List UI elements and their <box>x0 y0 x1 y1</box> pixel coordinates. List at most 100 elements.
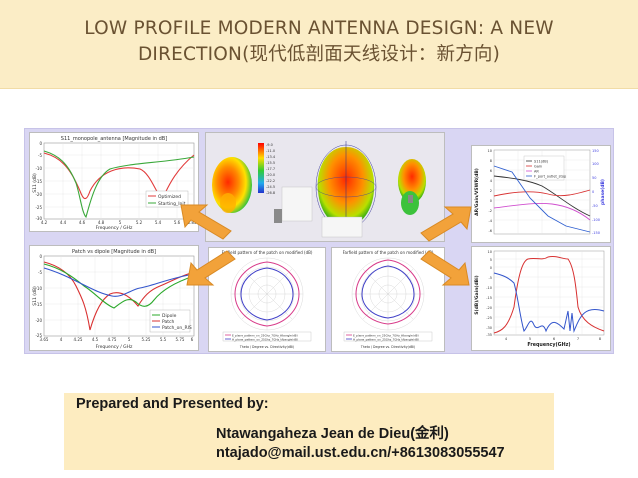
plot7-xlabel: Frequency(GHz) <box>527 342 570 348</box>
plot6-ytick-left: 2 <box>490 189 492 193</box>
plot6-legend-3: AR <box>534 170 539 174</box>
plot2-xtick: 6 <box>191 337 194 342</box>
plot2-ytick: 0 <box>39 254 42 259</box>
plot2-xtick: 5 <box>128 337 131 342</box>
plot1-xtick: 4.2 <box>41 220 48 225</box>
presented-by-heading: Prepared and Presented by: <box>76 396 269 412</box>
plot6-ytick-left: -2 <box>489 209 493 213</box>
plot1-xtick: 4.8 <box>98 220 105 225</box>
plot1-xlabel: Frequency / GHz <box>96 225 133 231</box>
plot1-legend-1: Optimized <box>158 194 181 200</box>
presenter-info-box: Prepared and Presented by: Ntawangaheza … <box>64 393 554 470</box>
plot1-xtick: 5.2 <box>136 220 143 225</box>
title-bar: LOW PROFILE MODERN ANTENNA DESIGN: A NEW… <box>0 0 638 89</box>
scale-value: -24.5 <box>266 185 275 189</box>
plot7-xtick: 8 <box>599 337 601 341</box>
plot7-xtick: 4 <box>505 337 508 341</box>
plot2-xtick: 4 <box>60 337 63 342</box>
plot2-xtick: 5.5 <box>160 337 167 342</box>
plot6-ytick-left: -6 <box>489 229 493 233</box>
scale-value: -26.8 <box>266 191 275 195</box>
plot2-xlabel: Frequency / GHz <box>96 344 133 350</box>
plot7-ytick: 5 <box>490 258 492 262</box>
plot6-ytick-right: 150 <box>592 149 599 153</box>
scale-value: -9.0 <box>266 143 273 147</box>
plot7-ytick: 10 <box>488 250 492 254</box>
plot2-legend-2: Patch <box>162 319 175 325</box>
scale-value: -15.5 <box>266 161 275 165</box>
plot1-ylabel: S11 (dB) <box>32 173 38 193</box>
plot2-title: Patch vs dipole [Magnitude in dB] <box>72 249 156 255</box>
plot6-ytick-left: 0 <box>490 199 492 203</box>
plot1-xtick: 5.4 <box>155 220 162 225</box>
scale-value: -20.0 <box>266 173 275 177</box>
plot2-ytick: -20 <box>35 318 42 323</box>
plot1-ytick: -20 <box>35 192 42 197</box>
plot4-title: Farfield pattern of the patch on modifie… <box>222 250 313 255</box>
arrow-up-left-icon <box>180 204 232 240</box>
plot7-xtick: 7 <box>577 337 579 341</box>
scale-value: -17.7 <box>266 167 275 171</box>
plot7-ytick: -10 <box>486 286 492 290</box>
plot6-legend-2: Gain <box>534 165 542 169</box>
plot2-xtick: 5.25 <box>142 337 151 342</box>
plot6-ytick-left: 10 <box>488 149 492 153</box>
plot2-legend-3: Patch_on_RIS <box>162 325 192 331</box>
plot1-ytick: -15 <box>35 179 42 184</box>
plot2-ytick: -5 <box>38 270 42 275</box>
plot6-ytick-right: 50 <box>592 176 596 180</box>
plot6-ytick-left: 8 <box>490 159 492 163</box>
plot7-ytick: -30 <box>486 326 492 330</box>
plot6-ytick-right: -50 <box>592 204 598 208</box>
plot7-ytick: -20 <box>486 306 492 310</box>
plot1-legend-2: Starting_Init <box>158 201 186 207</box>
scale-value: -22.2 <box>266 179 275 183</box>
plot6-ylabel-left: AR/Gain/VSWR(dB) <box>474 168 480 216</box>
plot1-xtick: 5.85 <box>188 220 197 225</box>
plot2-xtick: 4.75 <box>108 337 117 342</box>
plot7-ytick: -15 <box>486 296 492 300</box>
presenter-contact: ntajado@mail.ust.edu.cn/+8613083055547 <box>216 445 505 461</box>
plot6-ytick-left: 4 <box>490 179 493 183</box>
plot1-xtick: 5 <box>119 220 122 225</box>
s-gain-frequency-plot: S(dB)/Gain(dBi) Frequency(GHz) 10 5 0 -5… <box>471 246 611 351</box>
patch-vs-dipole-plot: Patch vs dipole [Magnitude in dB] Dipole <box>29 245 199 351</box>
presenter-name: Ntawangaheza Jean de Dieu(金利) <box>216 426 449 442</box>
plot1-ytick: -30 <box>35 216 42 221</box>
figure-collage-panel: S11_monopole_antenna [Magnitude in dB] O… <box>24 128 614 354</box>
plot2-xtick: 4.25 <box>74 337 83 342</box>
scale-value: -13.4 <box>266 155 276 159</box>
plot5-title: Farfield pattern of the patch on modifie… <box>343 250 434 255</box>
slide-title-line-2: DIRECTION(现代低剖面天线设计：新方向) <box>137 44 501 65</box>
arrow-up-right-icon <box>420 206 472 242</box>
plot2-ytick: -15 <box>35 302 42 307</box>
plot2-xtick: 3.65 <box>40 337 49 342</box>
plot1-xtick: 4.4 <box>60 220 67 225</box>
plot7-ylabel: S(dB)/Gain(dBi) <box>474 275 480 314</box>
plot1-ytick: -5 <box>38 153 42 158</box>
plot6-ytick-right: 100 <box>592 162 599 166</box>
slide-title: LOW PROFILE MODERN ANTENNA DESIGN: A NEW… <box>20 16 618 68</box>
polar-pattern-plot-1: Farfield pattern of the patch on modifie… <box>208 247 326 352</box>
plot5-legend-1: E_plane_pattern_on_25Ghz_7GHz_tfbangle(d… <box>353 333 419 337</box>
plot1-title: S11_monopole_antenna [Magnitude in dB] <box>61 136 167 142</box>
plot7-ytick: -5 <box>489 276 493 280</box>
3d-radiation-pattern-figure: -9.0 -11.0 -13.4 -15.5 -17.7 -20.0 -22.2… <box>205 132 445 242</box>
plot4-legend-1: E_plane_pattern_on_25Ghz_7GHz_tfbangle(d… <box>232 333 298 337</box>
plot2-xtick: 4.5 <box>92 337 99 342</box>
plot6-ytick-left: 6 <box>490 169 492 173</box>
plot2-ylabel: S11 (dB) <box>32 286 38 306</box>
plot6-ytick-right: 0 <box>592 190 594 194</box>
ar-gain-vswr-plot: S11(dB) Gain AR F_port_outlet_stop AR/Ga… <box>471 145 611 243</box>
plot6-legend-1: S11(dB) <box>534 160 549 164</box>
polar-pattern-plot-2: Farfield pattern of the patch on modifie… <box>331 247 445 352</box>
arrow-down-right-icon <box>420 250 470 286</box>
plot2-legend-1: Dipole <box>162 313 177 319</box>
plot4-legend-2: H_plane_pattern_on_25Ghz_7GHz_tfbangle(d… <box>232 337 298 341</box>
plot2-xtick: 5.75 <box>176 337 185 342</box>
plot7-xtick: 5 <box>529 337 531 341</box>
plot1-xtick: 5.6 <box>174 220 181 225</box>
plot6-ylabel-right: phase(dB) <box>600 179 606 205</box>
plot1-ytick: -25 <box>35 205 42 210</box>
